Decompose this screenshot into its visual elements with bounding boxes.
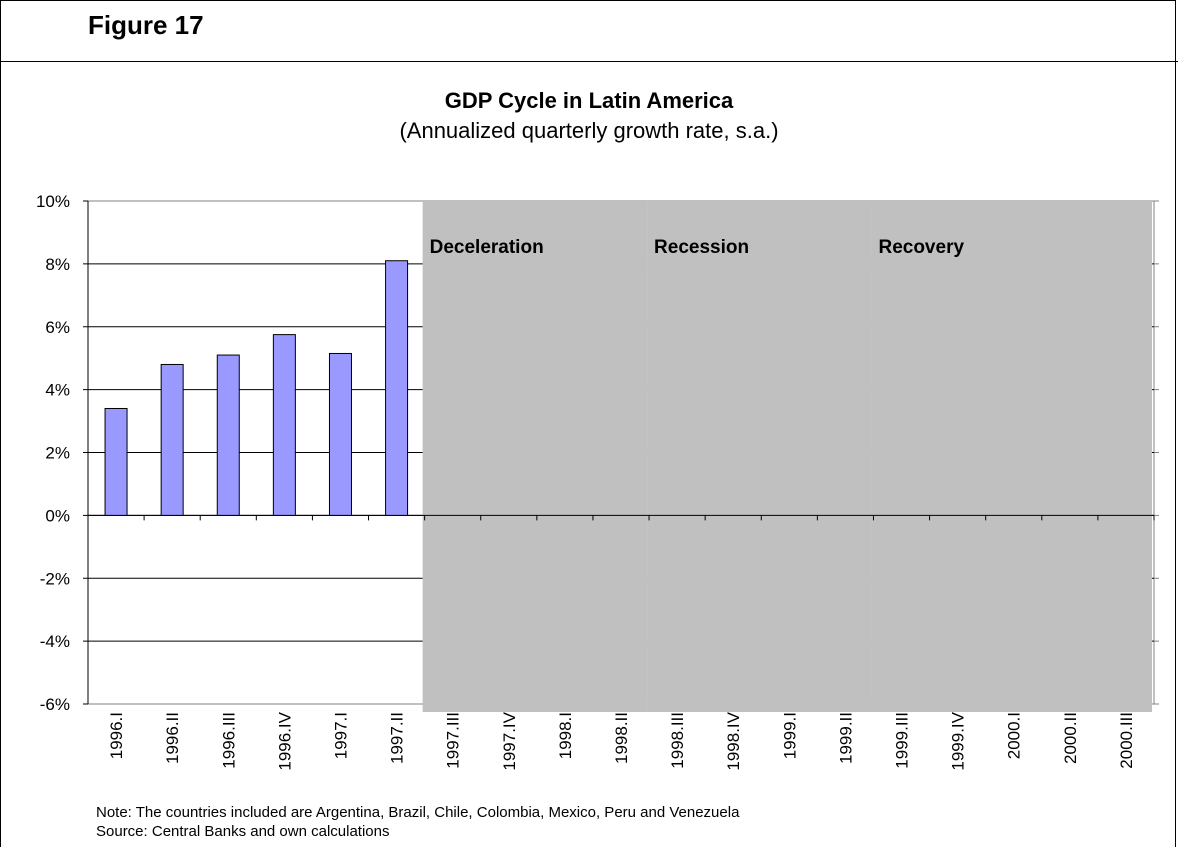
bar-1997.I <box>328 352 352 516</box>
chart-title: GDP Cycle in Latin America <box>444 88 734 113</box>
phase-band-recovery <box>871 201 1152 712</box>
x-tick-label: 1998.IV <box>724 711 743 770</box>
phase-band-deceleration <box>422 201 648 712</box>
x-tick-label: 1997.III <box>444 712 463 769</box>
x-tick-label: 1999.I <box>780 712 799 759</box>
x-tick-label: 2000.I <box>1005 712 1024 759</box>
y-tick-label: -2% <box>40 569 70 588</box>
x-tick-label: 1997.IV <box>500 711 519 770</box>
y-tick-label: 2% <box>45 444 70 463</box>
y-tick-label: 8% <box>45 255 70 274</box>
phase-label-deceleration: Deceleration <box>430 237 544 258</box>
x-tick-label: 1996.III <box>219 712 238 769</box>
x-tick-label: 1999.III <box>893 712 912 769</box>
x-tick-label: 1997.II <box>388 712 407 764</box>
y-tick-label: -4% <box>40 632 70 651</box>
x-tick-label: 2000.III <box>1117 712 1136 769</box>
bar-1996.IV <box>272 334 296 516</box>
bar-1996.I <box>104 407 128 516</box>
figure-label: Figure 17 <box>88 10 204 40</box>
note-text: Note: The countries included are Argenti… <box>96 804 740 821</box>
x-tick-label: 2000.II <box>1061 712 1080 764</box>
bar-1996.II <box>160 363 184 516</box>
source-text: Source: Central Banks and own calculatio… <box>96 823 390 840</box>
phase-label-recession: Recession <box>654 237 749 258</box>
figure-header: Figure 17 <box>0 0 1178 62</box>
y-tick-label: 0% <box>45 506 70 525</box>
bar-1996.III <box>216 354 240 516</box>
x-tick-label: 1996.IV <box>275 711 294 770</box>
y-tick-label: 10% <box>36 192 70 211</box>
x-tick-label: 1997.I <box>331 712 350 759</box>
phase-band-recession <box>647 201 872 712</box>
bar-1997.II <box>385 260 409 516</box>
x-tick-label: 1996.II <box>163 712 182 764</box>
y-tick-label: -6% <box>40 695 70 714</box>
y-tick-label: 4% <box>45 381 70 400</box>
x-tick-label: 1996.I <box>107 712 126 759</box>
x-tick-label: 1999.II <box>836 712 855 764</box>
x-tick-label: 1998.II <box>612 712 631 764</box>
x-tick-label: 1998.III <box>668 712 687 769</box>
x-tick-label: 1999.IV <box>949 711 968 770</box>
chart-subtitle: (Annualized quarterly growth rate, s.a.) <box>399 118 779 143</box>
y-tick-label: 6% <box>45 318 70 337</box>
x-tick-label: 1998.I <box>556 712 575 759</box>
phase-label-recovery: Recovery <box>878 237 964 258</box>
